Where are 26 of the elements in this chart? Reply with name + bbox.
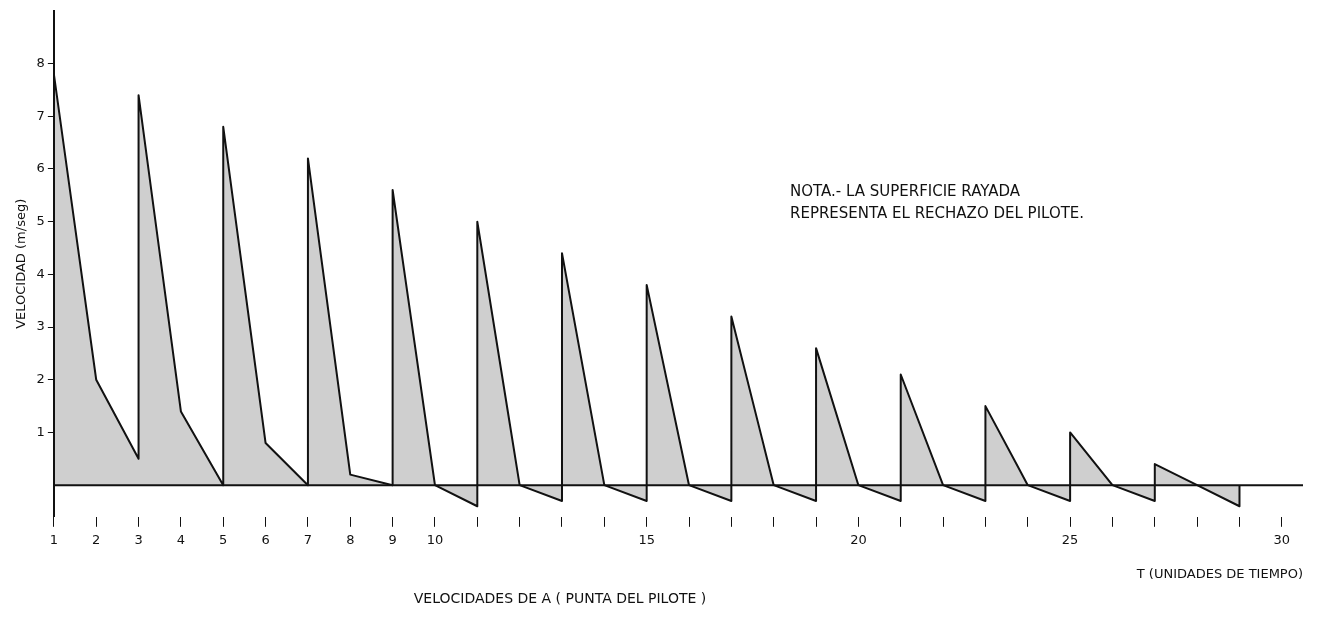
y-tick-label: 7 — [36, 107, 45, 123]
x-tick-label: 2 — [92, 531, 101, 547]
y-tick-label: 5 — [36, 213, 45, 229]
y-tick-label: 3 — [36, 318, 45, 334]
text: VELOCIDADES DE A ( PUNTA DEL PILOTE ) — [412, 590, 708, 606]
x-tick-label: 1 — [49, 531, 59, 547]
y-tick-label: 2 — [36, 371, 45, 387]
x-tick-label: 8 — [346, 531, 355, 547]
x-axis-title: T (UNIDADES DE TIEMPO) — [1135, 565, 1303, 581]
y-tick-label: 4 — [36, 265, 45, 281]
x-tick-label: 3 — [134, 531, 143, 547]
x-tick-label: 5 — [219, 531, 228, 547]
annotation: NOTA.- LA SUPERFICIE RAYADA REPRESENTA EL RECHAZO DEL PILOTE. — [790, 181, 1086, 224]
x-tick-label: 30 — [1273, 531, 1291, 547]
x-tick-label: 7 — [303, 531, 313, 547]
x-tick-label: 10 — [426, 531, 444, 547]
y-tick-label: 1 — [36, 423, 45, 439]
y-tick-label: 6 — [36, 160, 45, 176]
x-tick-label: 9 — [388, 531, 397, 547]
x-tick-label: 25 — [1061, 531, 1079, 547]
x-tick-label: 20 — [850, 531, 867, 547]
y-tick-label: 8 — [36, 54, 45, 70]
x-tick-label: 4 — [176, 531, 186, 547]
x-tick-label: 15 — [638, 531, 655, 547]
y-axis-title: VELOCIDAD (m/seg) — [13, 198, 29, 329]
x-tick-label: 6 — [261, 531, 270, 547]
